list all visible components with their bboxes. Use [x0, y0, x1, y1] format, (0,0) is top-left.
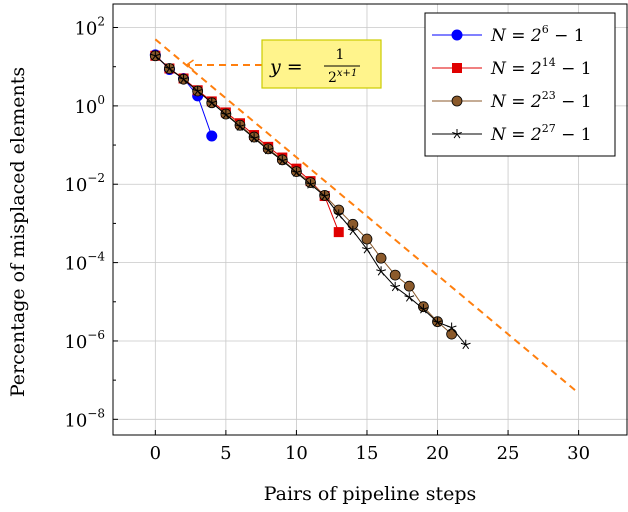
legend: N = 26 − 1 N = 214 − 1 N = 223 − 1 N = 227 …: [425, 13, 615, 156]
x-tick-label: 0: [150, 443, 161, 464]
x-tick-label: 30: [567, 443, 590, 464]
annotation-den-base: 2: [328, 70, 337, 86]
legend-label: N = 214 − 1: [490, 56, 592, 79]
annotation-numerator: 1: [336, 47, 345, 63]
data-point: [447, 329, 457, 339]
data-point: [207, 131, 217, 141]
y-tick-label: 10−6: [64, 328, 105, 353]
data-point: [362, 234, 372, 244]
x-tick-label: 25: [497, 443, 520, 464]
data-point: [452, 63, 462, 73]
data-point: [376, 266, 386, 275]
legend-label: N = 227 − 1: [490, 122, 592, 145]
x-tick-label: 15: [356, 443, 379, 464]
y-tick-label: 10−2: [64, 171, 105, 196]
x-tick-label: 5: [220, 443, 231, 464]
series-group: [150, 50, 470, 349]
data-point: [334, 227, 344, 237]
x-axis-label: Pairs of pipeline steps: [264, 483, 477, 505]
y-axis-label: Percentage of misplaced elements: [7, 67, 29, 397]
data-point: [452, 30, 462, 40]
x-tick-label: 20: [426, 443, 449, 464]
annotation-arrowhead: [187, 60, 194, 70]
annotation-lhs: y =: [269, 56, 303, 78]
y-tick-label: 100: [74, 93, 105, 118]
y-tick-label: 102: [74, 15, 105, 40]
legend-label: N = 26 − 1: [490, 23, 585, 46]
y-tick-label: 10−8: [64, 406, 105, 431]
data-point: [404, 281, 414, 291]
legend-label: N = 223 − 1: [490, 89, 592, 112]
series-2: [150, 51, 456, 339]
x-tick-label: 10: [285, 443, 308, 464]
data-point: [376, 253, 386, 263]
data-point: [452, 96, 462, 106]
y-tick-label: 10−4: [64, 250, 105, 275]
annotation-den-exp: x+1: [337, 68, 357, 79]
formula-annotation: y = 1 2x+1: [187, 40, 381, 88]
data-point: [390, 270, 400, 280]
